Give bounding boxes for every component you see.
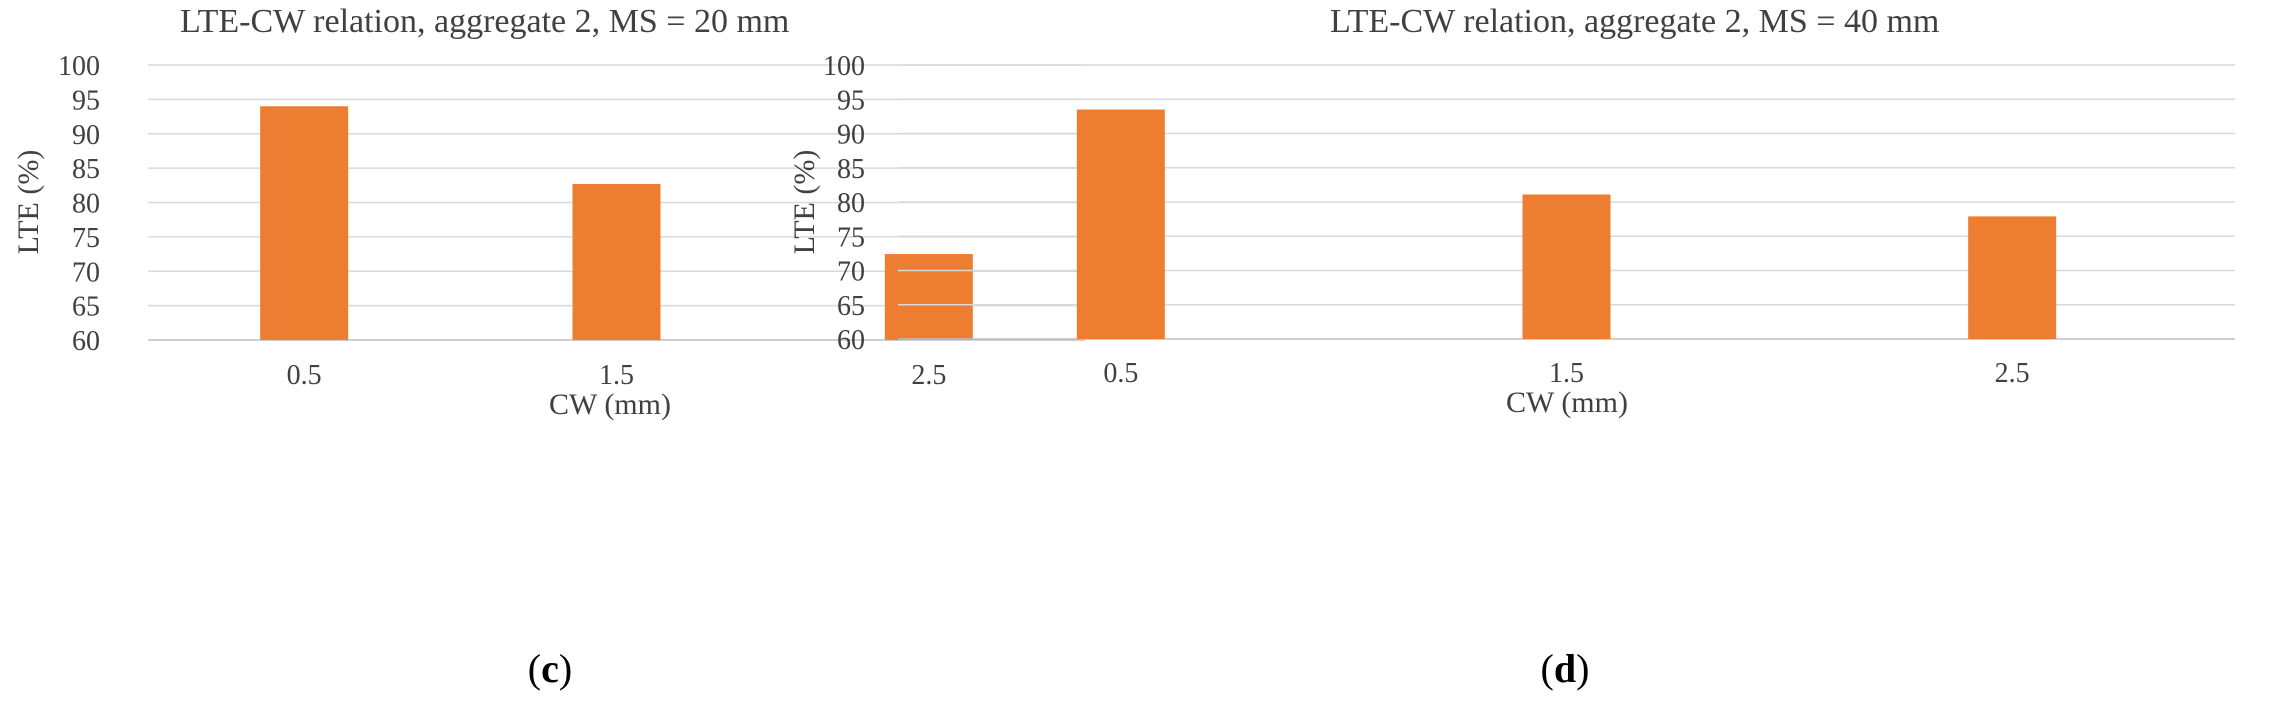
y-tick-label: 75 [72, 223, 100, 254]
y-tick-label: 65 [837, 291, 865, 322]
y-tick-label: 75 [837, 222, 865, 253]
x-tick-label: 1.5 [1549, 358, 1584, 389]
y-axis-label: LTE (%) [12, 150, 45, 255]
panel-label: (c) [528, 646, 572, 691]
bar-1.5 [572, 183, 661, 340]
y-tick-label: 95 [72, 85, 100, 116]
y-tick-label: 85 [72, 154, 100, 185]
x-axis-label: CW (mm) [549, 388, 671, 421]
chart-panel-d: LTE-CW relation, aggregate 2, MS = 40 mm… [788, 3, 2235, 691]
panel-label: (d) [1541, 646, 1590, 691]
y-tick-label: 70 [72, 257, 100, 288]
bar-0.5 [1076, 109, 1165, 340]
y-tick-label: 100 [823, 51, 865, 82]
y-tick-label: 60 [837, 325, 865, 356]
bar-2.5 [884, 254, 973, 340]
y-tick-label: 70 [837, 257, 865, 288]
chart-panel-c: LTE-CW relation, aggregate 2, MS = 20 mm… [12, 3, 1085, 691]
bar-2.5 [1968, 216, 2057, 339]
y-tick-label: 90 [72, 120, 100, 151]
chart-title: LTE-CW relation, aggregate 2, MS = 40 mm [1330, 3, 1939, 40]
y-tick-label: 85 [837, 154, 865, 185]
bar-1.5 [1522, 194, 1611, 339]
y-tick-label: 90 [837, 120, 865, 151]
y-axis-label: LTE (%) [788, 150, 821, 255]
x-tick-label: 0.5 [1103, 358, 1138, 389]
x-tick-label: 2.5 [1995, 358, 2030, 389]
x-tick-label: 1.5 [599, 360, 634, 391]
y-tick-label: 80 [837, 188, 865, 219]
x-tick-label: 0.5 [287, 360, 322, 391]
y-tick-label: 65 [72, 292, 100, 323]
bar-0.5 [260, 106, 349, 340]
y-tick-label: 100 [58, 51, 100, 82]
x-tick-label: 2.5 [911, 360, 946, 391]
y-tick-label: 60 [72, 326, 100, 357]
y-tick-label: 95 [837, 85, 865, 116]
y-tick-label: 80 [72, 189, 100, 220]
x-axis-label: CW (mm) [1506, 386, 1628, 419]
chart-title: LTE-CW relation, aggregate 2, MS = 20 mm [180, 3, 789, 40]
